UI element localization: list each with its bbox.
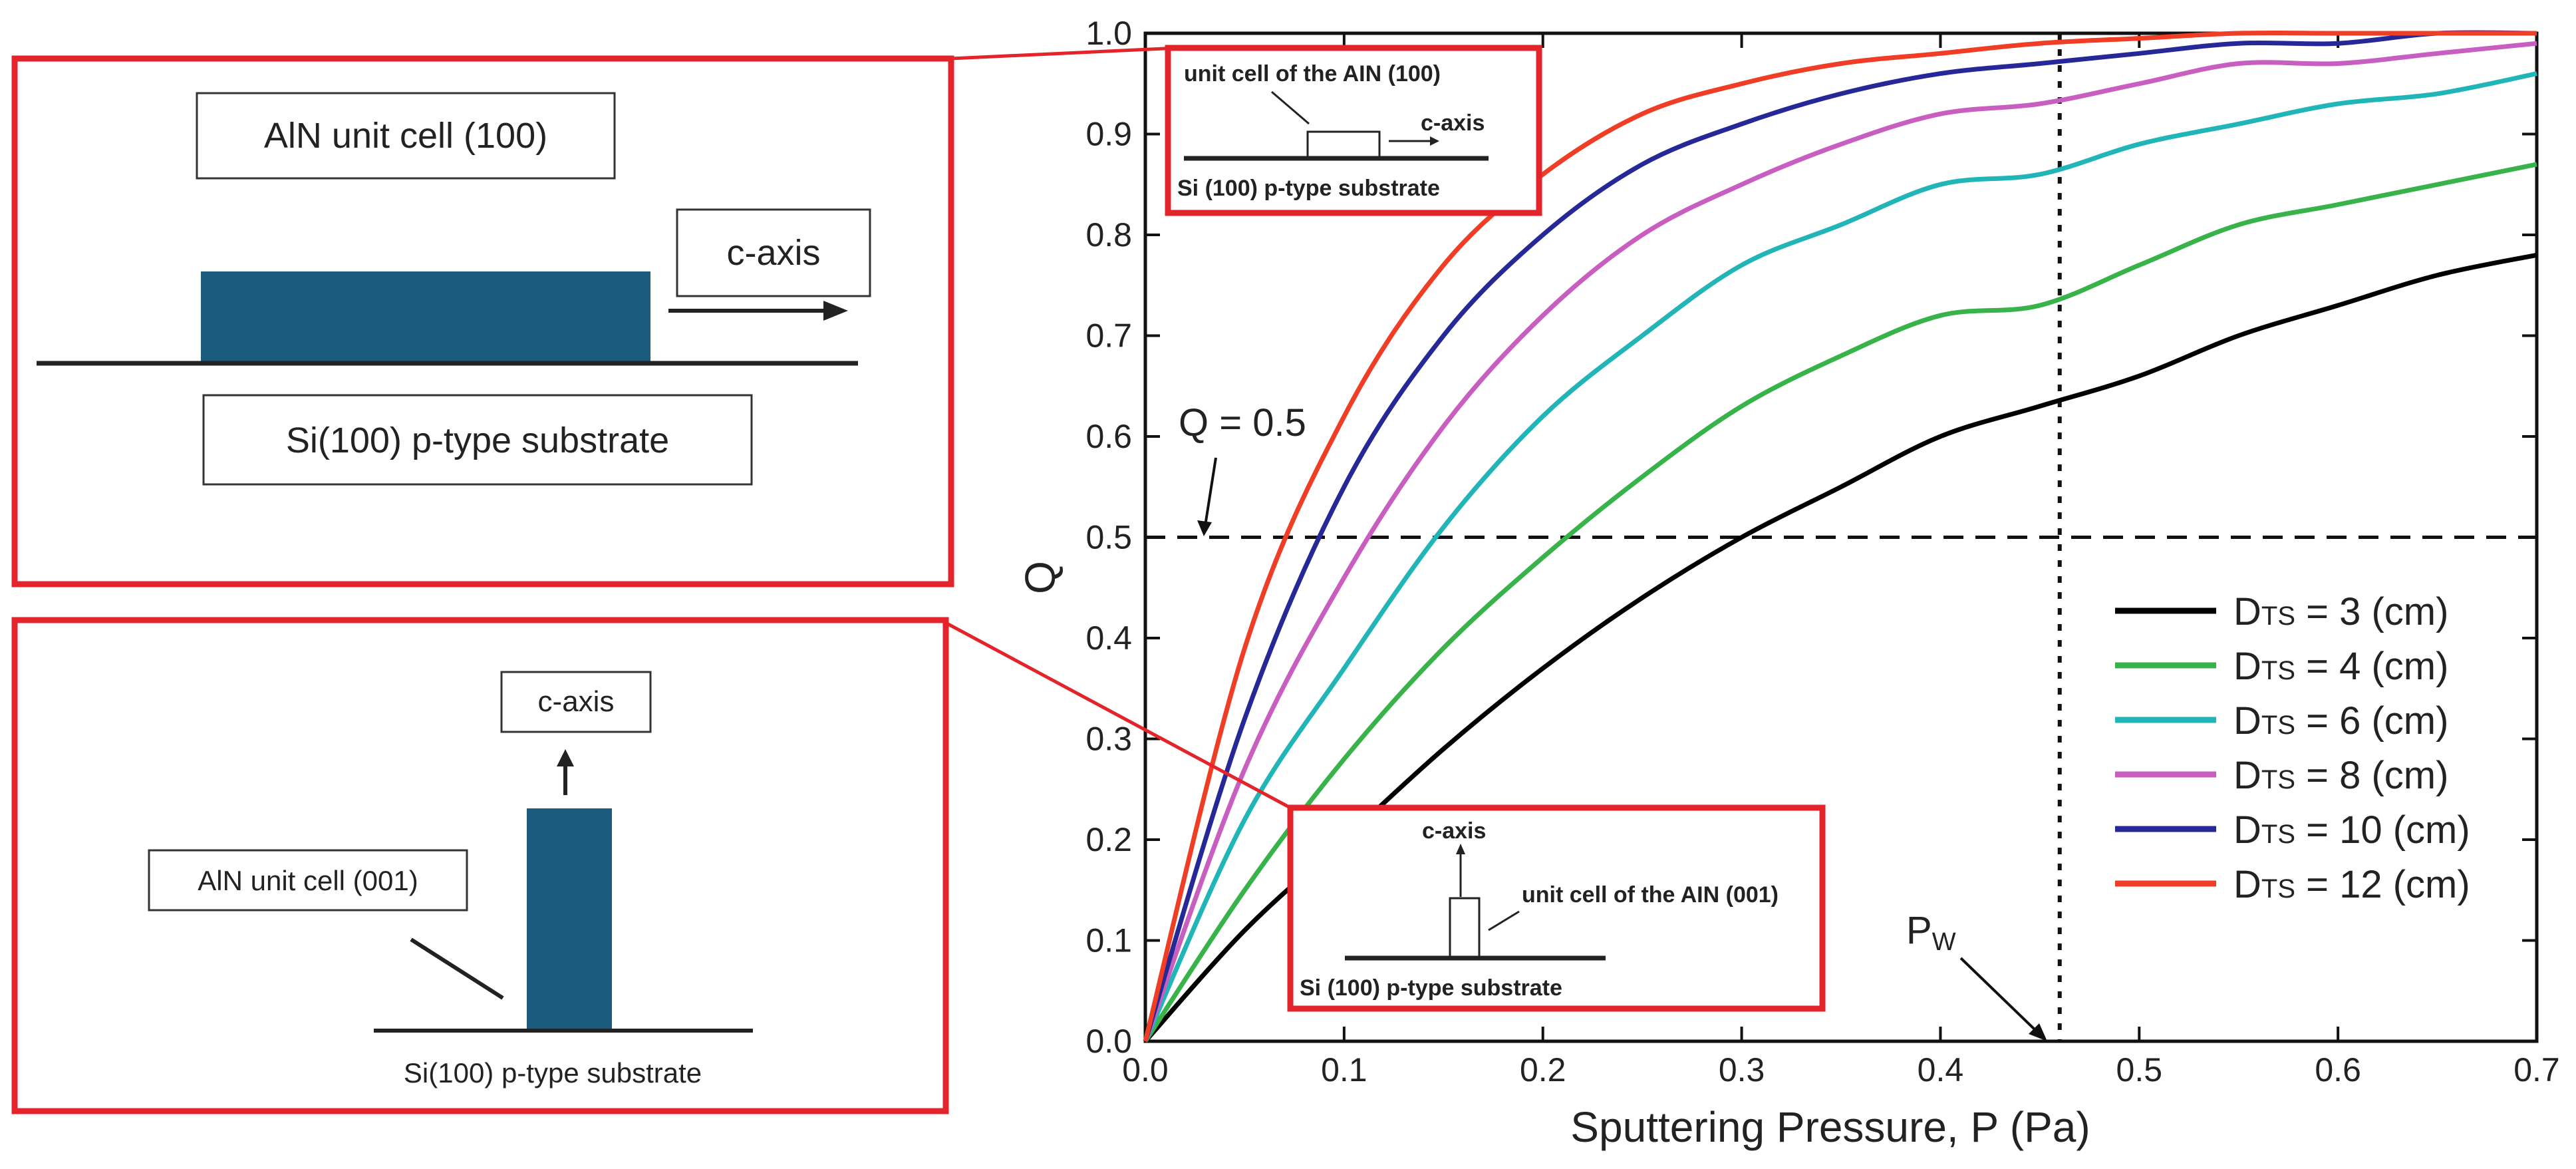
legend-label-1: DTS = 4 (cm) [2233,645,2448,688]
y-tick-label: 1.0 [1085,15,1132,52]
series-line-4 [1143,30,2537,1043]
x-tick-label: 0.0 [1122,1051,1169,1088]
bottom-inset-frame [1287,804,1826,1012]
y-tick-label: 0.2 [1085,821,1132,858]
x-axis-label: Sputtering Pressure, P (Pa) [1570,1103,2090,1151]
top-panel-cell-label-box [196,92,616,180]
x-tick-label: 0.5 [2116,1051,2163,1088]
top-inset-axis-label: c-axis [1421,110,1485,136]
top-inset-pointer-line [1271,90,1310,125]
x-tick-label: 0.3 [1719,1051,1765,1088]
y-tick-label: 0.1 [1085,922,1132,959]
y-tick-label: 0.0 [1085,1023,1132,1060]
bottom-panel-arrowhead-icon [557,749,574,766]
series-line-1 [1143,162,2537,1043]
bottom-panel-cell-label: AlN unit cell (001) [198,865,418,896]
top-panel-axis-label-box [676,208,871,297]
bottom-panel-axis-label: c-axis [538,685,615,718]
top-panel-cell-block [201,271,650,362]
bottom-panel-cell-block [527,808,612,1032]
top-inset-substrate-label: Si (100) p-type substrate [1177,176,1440,201]
y-tick-label: 0.9 [1085,116,1132,153]
legend-label-2: DTS = 6 (cm) [2233,699,2448,743]
x-tick-label: 0.7 [2513,1051,2560,1088]
top-inset-cell-block [1306,130,1381,158]
top-inset-cell-label: unit cell of the AIN (100) [1184,61,1441,86]
y-tick-label: 0.3 [1085,721,1132,758]
pw-label: PW [1906,909,1956,956]
y-axis-label: Q [1016,561,1064,594]
bottom-inset-axis-label: c-axis [1422,818,1486,844]
bottom-panel-axis-label-box [500,671,652,733]
bottom-inset-cell-label: unit cell of the AIN (001) [1522,882,1779,908]
top-panel-cell-label: AlN unit cell (100) [264,116,547,156]
bottom-panel-pointer-line [410,937,504,1000]
top-inset-arrowhead-icon [1430,136,1439,146]
y-tick-label: 0.4 [1085,619,1132,657]
top-connector-line [950,46,1179,61]
x-tick-label: 0.6 [2315,1051,2361,1088]
q-half-pointer-arrow [1204,457,1217,526]
legend-label-3: DTS = 8 (cm) [2233,754,2448,797]
bottom-connector-line [942,619,1292,810]
series-line-5 [1143,30,2537,1042]
x-tick-label: 0.4 [1918,1051,1964,1088]
bottom-panel-cell-label-box [148,849,468,912]
series-line-3 [1143,41,2537,1043]
top-panel-substrate-label: Si(100) p-type substrate [286,420,669,460]
x-tick-label: 0.1 [1321,1051,1367,1088]
q-half-label: Q = 0.5 [1179,401,1306,444]
top-inset-frame [1165,45,1542,216]
bottom-panel-substrate-label: Si(100) p-type substrate [404,1057,702,1088]
bottom-inset-arrowhead-icon [1456,844,1465,854]
bottom-panel-frame [11,617,949,1114]
y-tick-label: 0.7 [1085,317,1132,355]
y-tick-label: 0.5 [1085,519,1132,556]
top-panel-substrate-label-box [202,394,753,486]
top-panel-axis-label: c-axis [726,233,820,273]
y-tick-label: 0.8 [1085,216,1132,253]
bottom-inset-pointer-line [1488,910,1520,931]
pw-arrowhead-icon [2029,1023,2047,1041]
legend-label-0: DTS = 3 (cm) [2233,590,2448,633]
legend-label-5: DTS = 12 (cm) [2233,863,2470,906]
y-tick-label: 0.6 [1085,418,1132,455]
bottom-inset-cell-block [1449,897,1481,958]
series-line-2 [1143,71,2537,1043]
pw-pointer-arrow [1959,957,2038,1033]
legend-label-4: DTS = 10 (cm) [2233,808,2470,852]
q-half-arrowhead-icon [1197,520,1212,536]
x-tick-label: 0.2 [1520,1051,1566,1088]
top-panel-frame [11,55,954,587]
bottom-inset-substrate-label: Si (100) p-type substrate [1300,975,1562,1001]
top-panel-arrowhead-icon [823,301,848,321]
